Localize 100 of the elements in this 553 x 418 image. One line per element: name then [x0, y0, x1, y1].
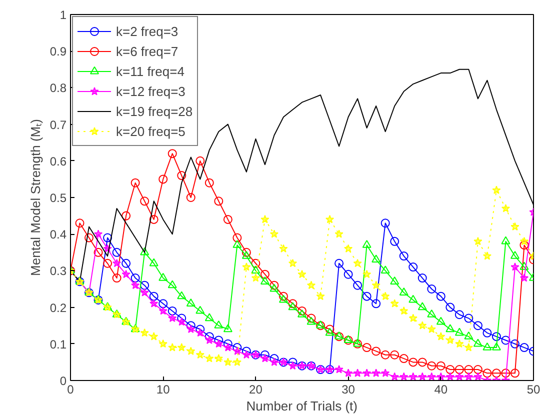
point	[94, 248, 103, 257]
point	[149, 258, 158, 266]
point	[520, 343, 529, 352]
point	[381, 292, 390, 300]
point	[520, 236, 529, 246]
point	[214, 354, 223, 362]
point	[454, 328, 464, 336]
point	[204, 332, 214, 342]
point	[112, 248, 122, 257]
point	[510, 250, 520, 259]
point	[400, 372, 408, 380]
point	[196, 350, 204, 359]
point	[150, 299, 158, 308]
point	[196, 306, 205, 314]
y-tick-label: 0.4	[50, 228, 67, 242]
point	[427, 310, 436, 318]
y-tick-label: 0.7	[50, 118, 67, 132]
point	[418, 321, 427, 330]
y-tick-label: 0.3	[50, 264, 67, 278]
point	[242, 350, 251, 359]
point	[186, 321, 196, 330]
x-tick-label: 10	[156, 382, 170, 396]
point	[520, 240, 529, 250]
point	[140, 247, 150, 256]
point	[223, 214, 232, 224]
point	[260, 354, 270, 362]
point	[204, 313, 214, 322]
point	[130, 274, 140, 283]
point	[140, 196, 150, 206]
point	[399, 252, 408, 261]
point	[418, 274, 427, 283]
point	[149, 214, 158, 224]
point	[223, 324, 232, 332]
point	[232, 343, 242, 352]
point	[270, 230, 279, 238]
point	[399, 354, 408, 364]
point	[390, 276, 400, 284]
point	[390, 350, 400, 360]
point	[140, 280, 150, 290]
point	[334, 258, 344, 268]
point	[454, 365, 464, 374]
point	[232, 358, 242, 366]
point	[482, 328, 492, 338]
point	[436, 361, 446, 370]
point	[334, 365, 344, 374]
point	[288, 258, 298, 268]
point	[520, 262, 529, 270]
y-tick-label: 1	[60, 8, 67, 22]
point	[186, 298, 196, 306]
point	[325, 324, 334, 334]
point	[242, 262, 251, 271]
point	[278, 294, 288, 303]
y-tick-label: 0.8	[50, 81, 67, 96]
point	[140, 288, 149, 296]
point	[103, 258, 112, 268]
point	[362, 343, 372, 352]
point	[205, 354, 214, 362]
point	[242, 346, 251, 356]
point	[418, 358, 427, 367]
y-axis-title: Mental Model Strength (Mₜ)	[28, 119, 43, 276]
point	[140, 328, 149, 337]
point	[427, 361, 436, 370]
x-tick-label: 20	[249, 382, 263, 396]
point	[270, 280, 279, 290]
point	[122, 270, 130, 278]
point	[186, 193, 196, 202]
point	[427, 372, 436, 380]
point	[400, 306, 408, 315]
point	[362, 240, 372, 248]
point	[251, 258, 260, 268]
point	[325, 214, 334, 224]
point	[112, 258, 122, 268]
point	[381, 368, 390, 377]
point	[177, 171, 186, 180]
point	[224, 343, 232, 352]
point	[492, 332, 501, 342]
point	[131, 280, 140, 290]
point	[474, 236, 482, 246]
point	[474, 372, 482, 380]
point	[464, 365, 474, 374]
point	[130, 178, 140, 188]
point	[149, 292, 158, 301]
point	[390, 236, 400, 246]
point	[288, 358, 298, 367]
point	[482, 368, 492, 378]
point	[103, 233, 112, 242]
point	[418, 372, 427, 380]
point	[380, 218, 390, 228]
point	[168, 149, 177, 158]
point	[204, 178, 214, 188]
y-tick-label: 0.2	[50, 300, 67, 315]
point	[372, 346, 381, 356]
point	[298, 310, 306, 318]
point	[122, 211, 131, 220]
point	[270, 358, 279, 366]
point	[436, 372, 446, 380]
legend-label: k=12 freq=3	[116, 82, 186, 100]
point	[186, 346, 196, 355]
point	[501, 368, 510, 378]
point	[362, 368, 372, 377]
